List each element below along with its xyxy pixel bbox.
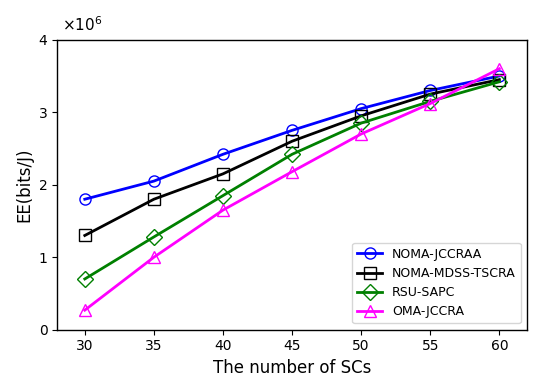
NOMA-JCCRAA — [427, 88, 434, 93]
NOMA-JCCRAA — [289, 128, 295, 133]
NOMA-MDSS-TSCRA — [289, 139, 295, 143]
NOMA-JCCRAA — [81, 197, 88, 201]
NOMA-JCCRAA — [220, 152, 226, 157]
X-axis label: The number of SCs: The number of SCs — [213, 359, 371, 377]
Y-axis label: EE(bits/J): EE(bits/J) — [15, 147, 33, 222]
RSU-SAPC — [151, 234, 157, 239]
NOMA-JCCRAA — [496, 74, 502, 78]
OMA-JCCRA — [220, 208, 226, 212]
OMA-JCCRA — [358, 132, 364, 136]
Line: NOMA-JCCRAA: NOMA-JCCRAA — [79, 71, 505, 205]
RSU-SAPC — [289, 152, 295, 157]
RSU-SAPC — [220, 193, 226, 198]
Text: $\times 10^6$: $\times 10^6$ — [62, 15, 102, 34]
OMA-JCCRA — [427, 101, 434, 106]
Line: NOMA-MDSS-TSCRA: NOMA-MDSS-TSCRA — [79, 74, 505, 241]
RSU-SAPC — [496, 80, 502, 84]
Legend: NOMA-JCCRAA, NOMA-MDSS-TSCRA, RSU-SAPC, OMA-JCCRA: NOMA-JCCRAA, NOMA-MDSS-TSCRA, RSU-SAPC, … — [352, 243, 521, 323]
Line: OMA-JCCRA: OMA-JCCRA — [79, 63, 505, 316]
RSU-SAPC — [427, 99, 434, 104]
NOMA-MDSS-TSCRA — [81, 233, 88, 238]
OMA-JCCRA — [289, 169, 295, 174]
OMA-JCCRA — [151, 255, 157, 260]
NOMA-MDSS-TSCRA — [358, 114, 364, 118]
NOMA-MDSS-TSCRA — [220, 172, 226, 176]
NOMA-MDSS-TSCRA — [496, 77, 502, 82]
Line: RSU-SAPC: RSU-SAPC — [79, 76, 505, 285]
NOMA-MDSS-TSCRA — [151, 197, 157, 201]
NOMA-MDSS-TSCRA — [427, 92, 434, 96]
RSU-SAPC — [358, 121, 364, 125]
NOMA-JCCRAA — [358, 106, 364, 111]
OMA-JCCRA — [81, 308, 88, 312]
RSU-SAPC — [81, 277, 88, 281]
OMA-JCCRA — [496, 66, 502, 71]
NOMA-JCCRAA — [151, 179, 157, 183]
